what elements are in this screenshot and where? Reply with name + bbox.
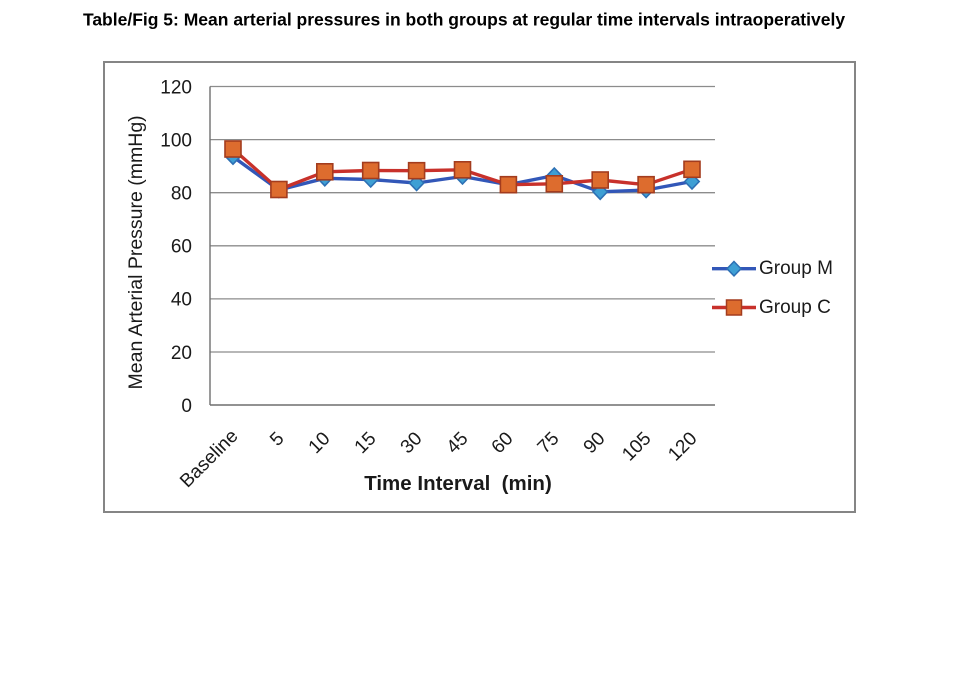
svg-text:Group M: Group M xyxy=(759,258,833,279)
svg-text:60: 60 xyxy=(171,237,192,258)
svg-text:Table/Fig 5: Mean arterial pre: Table/Fig 5: Mean arterial pressures in … xyxy=(83,9,845,29)
svg-text:0: 0 xyxy=(181,396,192,417)
svg-text:Mean Arterial Pressure (mmHg): Mean Arterial Pressure (mmHg) xyxy=(125,115,147,389)
svg-text:40: 40 xyxy=(171,290,192,311)
svg-text:Group C: Group C xyxy=(759,297,831,318)
svg-text:80: 80 xyxy=(171,184,192,205)
svg-text:120: 120 xyxy=(160,77,192,98)
svg-text:Time Interval (min): Time Interval (min) xyxy=(364,472,552,495)
svg-text:20: 20 xyxy=(171,343,192,364)
svg-text:100: 100 xyxy=(160,130,192,151)
